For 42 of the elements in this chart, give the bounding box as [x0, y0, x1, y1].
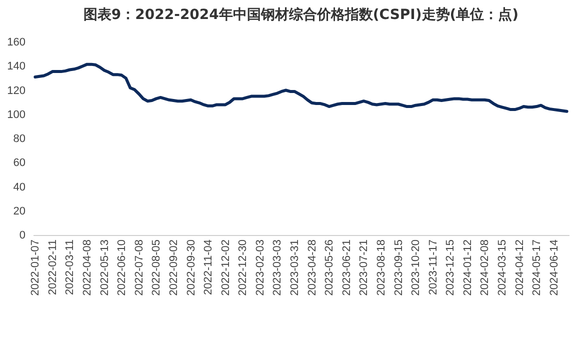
x-tick-label: 2023-02-03	[254, 240, 266, 296]
y-tick-label: 0	[19, 230, 26, 242]
x-tick-label: 2022-02-11	[46, 240, 59, 295]
x-tick-label: 2024-03-15	[496, 240, 508, 296]
x-tick-label: 2024-04-12	[514, 240, 526, 296]
x-tick-label: 2023-03-31	[289, 240, 302, 296]
x-tick-label: 2023-10-20	[410, 240, 422, 296]
line-series	[34, 62, 568, 113]
x-tick-label: 2023-11-17	[427, 240, 440, 295]
chart-title: 图表9：2022-2024年中国钢材综合价格指数(CSPI)走势(单位：点)	[83, 6, 519, 23]
y-tick-label: 40	[13, 181, 26, 194]
x-tick-label: 2024-01-12	[462, 240, 474, 296]
y-tick-label: 120	[7, 84, 26, 97]
y-tick-label: 60	[13, 157, 26, 170]
x-tick-label: 2024-06-14	[548, 240, 560, 296]
y-tick-label: 100	[7, 108, 26, 121]
x-tick-label: 2023-08-18	[375, 240, 388, 296]
x-tick-label: 2022-11-04	[202, 240, 215, 295]
x-tick-label: 2022-12-30	[237, 240, 250, 296]
x-tick-label: 2022-09-30	[185, 240, 198, 296]
x-tick-label: 2023-05-26	[324, 240, 336, 296]
x-tick-label: 2022-09-02	[168, 240, 180, 296]
x-tick-label: 2024-05-17	[531, 240, 544, 296]
x-tick-label: 2022-06-10	[116, 240, 128, 296]
x-tick-label: 2022-03-11	[64, 240, 76, 295]
x-tick-label: 2023-07-21	[358, 240, 370, 296]
y-tick-label: 160	[7, 36, 26, 48]
x-tick-label: 2022-01-07	[30, 240, 42, 296]
x-tick-label: 2022-05-13	[98, 240, 111, 296]
x-tick-label: 2023-04-28	[306, 240, 318, 296]
x-tick-label: 2024-02-08	[479, 240, 492, 296]
x-tick-label: 2023-06-21	[340, 240, 353, 296]
y-tick-label: 20	[13, 205, 26, 218]
y-tick-label: 80	[13, 133, 26, 145]
x-tick-label: 2022-07-08	[133, 240, 146, 296]
y-tick-label: 140	[7, 60, 26, 73]
x-tick-label: 2022-08-05	[150, 240, 163, 296]
x-tick-label: 2022-12-02	[220, 240, 232, 296]
x-tick-label: 2022-04-08	[82, 240, 94, 296]
x-tick-label: 2023-09-15	[392, 240, 405, 296]
x-tick-label: 2023-12-15	[444, 240, 457, 296]
x-tick-label: 2023-03-03	[272, 240, 284, 296]
